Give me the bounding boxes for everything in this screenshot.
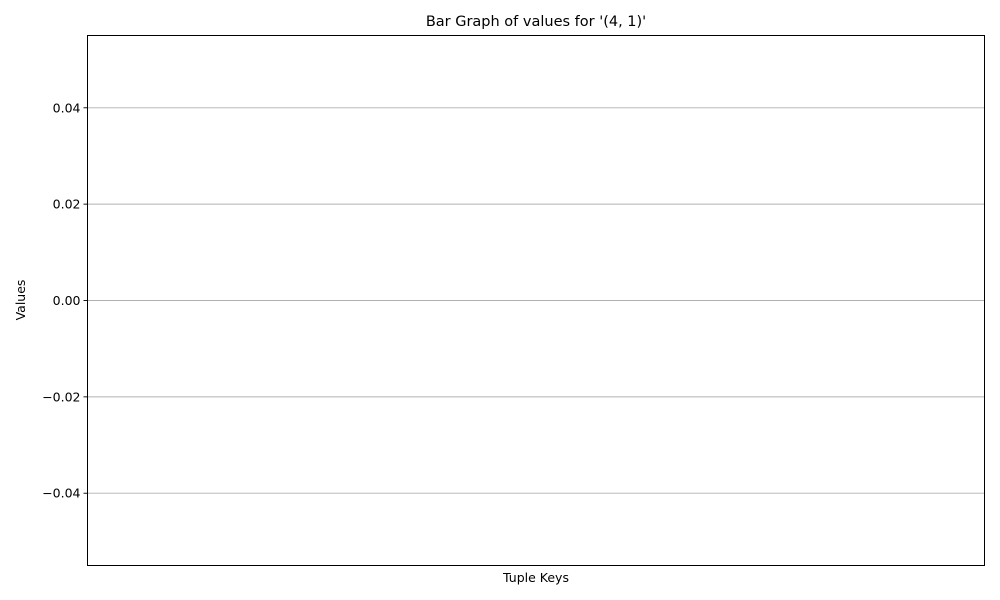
y-tick-label: 0.02 [53, 197, 81, 212]
y-tick-label: −0.02 [42, 389, 80, 404]
y-tick-label: −0.04 [42, 486, 80, 501]
grid-layer [87, 107, 985, 494]
y-tick-label: 0.00 [53, 293, 81, 308]
y-axis: −0.04 −0.02 0.00 0.02 0.04 [42, 100, 88, 501]
y-axis-label: Values [13, 280, 28, 321]
x-axis-label: Tuple Keys [502, 570, 569, 585]
chart-title: Bar Graph of values for '(4, 1)' [426, 14, 646, 30]
plot-frame [87, 35, 985, 566]
y-tick-label: 0.04 [53, 100, 81, 115]
